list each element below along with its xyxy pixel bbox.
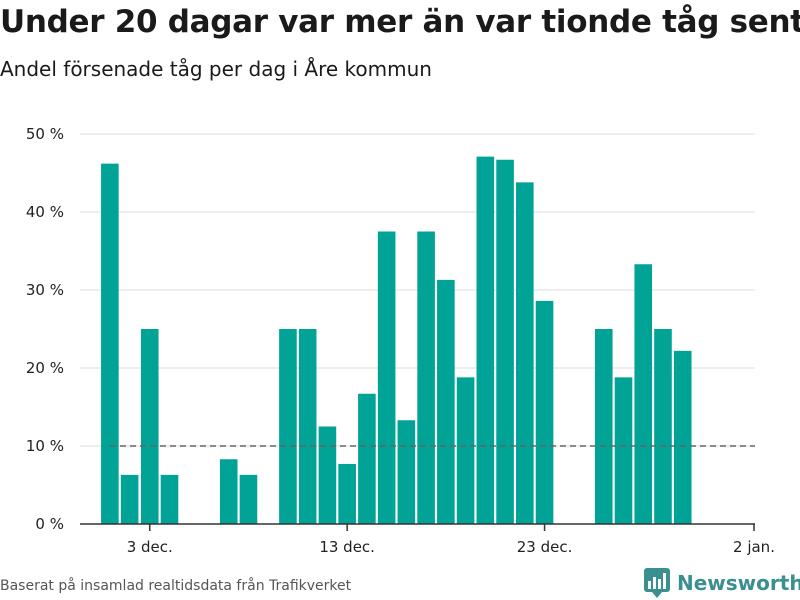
brand-name: Newsworthy [677, 571, 800, 595]
bar [140, 329, 159, 524]
bar [476, 156, 495, 524]
bar [279, 329, 297, 524]
y-tick-label: 20 % [26, 359, 64, 377]
bar [101, 163, 119, 524]
bar [358, 393, 376, 524]
chart-title: Under 20 dagar var mer än var tionde tåg… [0, 4, 800, 40]
bar [673, 350, 692, 524]
newsworthy-logo-icon [644, 568, 670, 598]
bar [120, 474, 139, 524]
source-note: Baserat på insamlad realtidsdata från Tr… [0, 578, 352, 594]
bar [318, 426, 337, 524]
bar [377, 231, 396, 524]
bar [397, 420, 416, 524]
bar [298, 329, 317, 524]
bar [654, 329, 672, 524]
bar [614, 377, 633, 524]
bar [160, 474, 179, 524]
bar [239, 474, 258, 524]
bar [456, 377, 475, 524]
y-tick-label: 10 % [26, 437, 64, 455]
bar [338, 463, 356, 524]
y-tick-label: 50 % [26, 125, 64, 143]
bar [219, 459, 238, 524]
bar [594, 329, 613, 524]
chart-subtitle: Andel försenade tåg per dag i Åre kommun [0, 57, 432, 81]
x-axis [80, 523, 755, 531]
x-tick-label: 2 jan. [733, 538, 775, 556]
bar [634, 264, 653, 524]
bar [417, 231, 435, 524]
tick-labels: 0 % 10 % 20 % 30 % 40 % 50 % 3 dec. 13 dec. 23 d… [26, 125, 775, 556]
bars [101, 156, 692, 525]
bar [535, 300, 554, 524]
brand: Newsworthy [644, 568, 800, 598]
x-tick-label: 23 dec. [517, 538, 573, 556]
bar [496, 159, 514, 525]
y-tick-label: 40 % [26, 203, 64, 221]
x-tick-label: 13 dec. [319, 538, 375, 556]
bar [516, 182, 534, 525]
bar [437, 279, 455, 524]
y-tick-label: 30 % [26, 281, 64, 299]
y-tick-label: 0 % [35, 515, 64, 533]
x-tick-label: 3 dec. [127, 538, 173, 556]
